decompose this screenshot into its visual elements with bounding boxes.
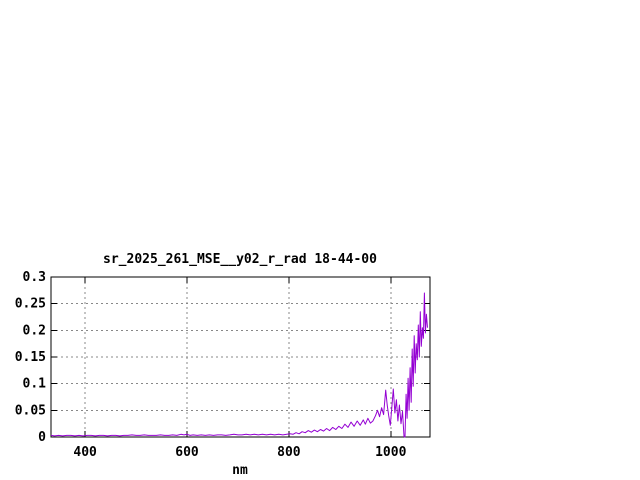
y-tick-label: 0.25 bbox=[15, 297, 46, 312]
y-tick-label: 0.05 bbox=[15, 403, 46, 418]
y-tick-label: 0.3 bbox=[23, 270, 46, 285]
chart-title: sr_2025_261_MSE__y02_r_rad 18-44-00 bbox=[103, 252, 377, 267]
x-tick-label: 1000 bbox=[375, 445, 406, 460]
y-tick-label: 0.15 bbox=[15, 350, 46, 365]
spectrum-line bbox=[50, 292, 428, 438]
x-tick-label: 600 bbox=[175, 445, 199, 460]
y-tick-label: 0.2 bbox=[23, 323, 46, 338]
x-tick-label: 400 bbox=[73, 445, 97, 460]
grid-lines bbox=[51, 277, 430, 437]
y-tick-label: 0 bbox=[38, 430, 46, 445]
x-axis-label: nm bbox=[232, 463, 248, 478]
y-tick-label: 0.1 bbox=[23, 377, 47, 392]
tick-labels: 400 600 800 1000 0 0.05 0.1 0.15 0.2 0.25 0.3 bbox=[15, 270, 407, 460]
x-tick-label: 800 bbox=[277, 445, 301, 460]
